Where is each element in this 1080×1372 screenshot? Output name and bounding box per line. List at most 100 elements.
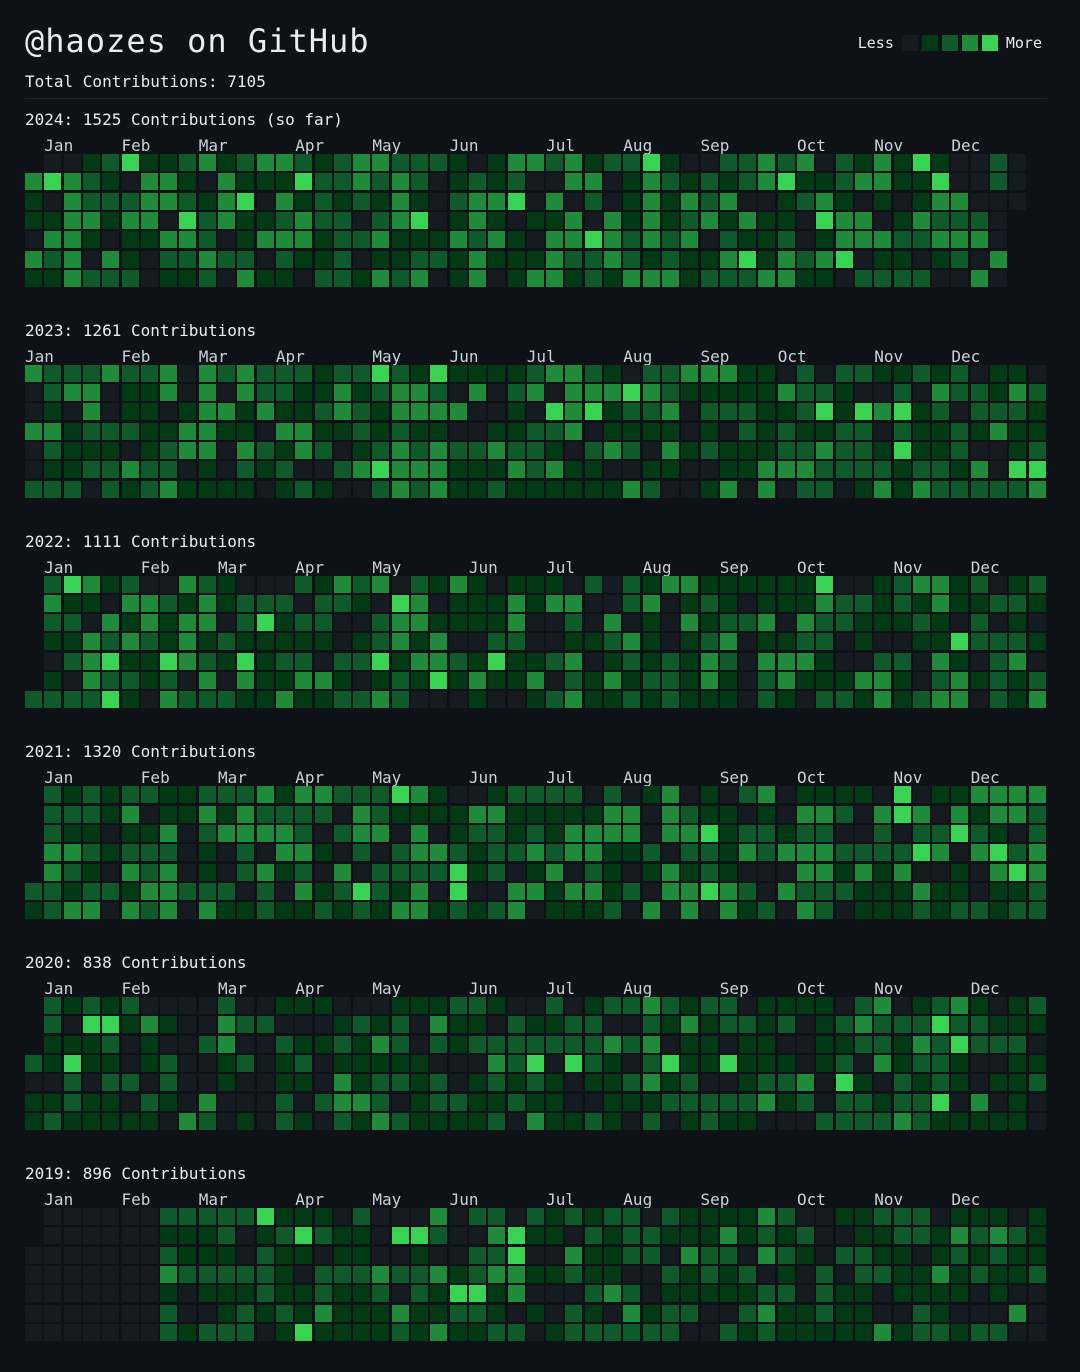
contribution-cell[interactable] <box>237 364 255 382</box>
contribution-cell[interactable] <box>121 1285 139 1303</box>
contribution-cell[interactable] <box>681 1055 699 1073</box>
contribution-cell[interactable] <box>507 614 525 632</box>
contribution-cell[interactable] <box>951 1304 969 1322</box>
contribution-cell[interactable] <box>218 1208 235 1225</box>
contribution-cell[interactable] <box>584 1246 602 1264</box>
contribution-cell[interactable] <box>63 1208 81 1225</box>
contribution-cell[interactable] <box>333 1265 351 1283</box>
contribution-cell[interactable] <box>874 672 892 690</box>
contribution-cell[interactable] <box>642 269 660 287</box>
contribution-cell[interactable] <box>372 997 390 1015</box>
contribution-cell[interactable] <box>912 173 930 191</box>
contribution-cell[interactable] <box>198 211 216 229</box>
contribution-cell[interactable] <box>102 250 120 268</box>
contribution-cell[interactable] <box>604 364 621 382</box>
contribution-cell[interactable] <box>507 403 525 421</box>
contribution-cell[interactable] <box>121 1093 139 1111</box>
contribution-cell[interactable] <box>758 1285 776 1303</box>
contribution-cell[interactable] <box>777 1323 795 1341</box>
contribution-cell[interactable] <box>970 480 988 498</box>
contribution-cell[interactable] <box>353 422 371 440</box>
contribution-cell[interactable] <box>198 997 216 1015</box>
contribution-cell[interactable] <box>739 863 757 881</box>
contribution-cell[interactable] <box>758 652 776 670</box>
contribution-cell[interactable] <box>739 575 757 593</box>
contribution-cell[interactable] <box>932 211 950 229</box>
contribution-cell[interactable] <box>932 786 950 804</box>
contribution-cell[interactable] <box>430 403 448 421</box>
contribution-cell[interactable] <box>758 269 776 287</box>
contribution-cell[interactable] <box>121 384 139 402</box>
contribution-cell[interactable] <box>584 1323 602 1341</box>
contribution-cell[interactable] <box>719 1074 737 1092</box>
contribution-cell[interactable] <box>160 461 178 479</box>
contribution-cell[interactable] <box>739 652 757 670</box>
contribution-cell[interactable] <box>990 1016 1007 1034</box>
contribution-cell[interactable] <box>642 250 660 268</box>
contribution-cell[interactable] <box>1028 786 1046 804</box>
contribution-cell[interactable] <box>990 902 1007 920</box>
contribution-cell[interactable] <box>411 192 428 210</box>
contribution-cell[interactable] <box>623 1246 641 1264</box>
contribution-cell[interactable] <box>314 614 332 632</box>
contribution-cell[interactable] <box>449 614 467 632</box>
contribution-cell[interactable] <box>661 269 679 287</box>
contribution-cell[interactable] <box>160 1074 178 1092</box>
contribution-cell[interactable] <box>1028 1016 1046 1034</box>
contribution-cell[interactable] <box>179 1074 197 1092</box>
contribution-cell[interactable] <box>333 250 351 268</box>
contribution-cell[interactable] <box>584 1093 602 1111</box>
contribution-cell[interactable] <box>102 863 120 881</box>
contribution-cell[interactable] <box>140 1016 158 1034</box>
contribution-cell[interactable] <box>121 1112 139 1130</box>
contribution-cell[interactable] <box>584 633 602 651</box>
contribution-cell[interactable] <box>140 786 158 804</box>
contribution-cell[interactable] <box>160 1304 178 1322</box>
contribution-cell[interactable] <box>835 882 853 900</box>
contribution-cell[interactable] <box>546 1265 564 1283</box>
contribution-cell[interactable] <box>372 173 390 191</box>
contribution-cell[interactable] <box>160 441 178 459</box>
contribution-cell[interactable] <box>507 863 525 881</box>
contribution-cell[interactable] <box>758 575 776 593</box>
contribution-cell[interactable] <box>893 403 911 421</box>
contribution-cell[interactable] <box>874 480 892 498</box>
contribution-cell[interactable] <box>449 1265 467 1283</box>
contribution-cell[interactable] <box>546 1035 564 1053</box>
contribution-cell[interactable] <box>854 461 872 479</box>
contribution-cell[interactable] <box>951 997 969 1015</box>
contribution-cell[interactable] <box>333 614 351 632</box>
contribution-cell[interactable] <box>990 1246 1007 1264</box>
contribution-cell[interactable] <box>256 154 274 171</box>
contribution-cell[interactable] <box>816 614 834 632</box>
contribution-cell[interactable] <box>990 882 1007 900</box>
contribution-cell[interactable] <box>835 384 853 402</box>
contribution-cell[interactable] <box>661 844 679 862</box>
contribution-cell[interactable] <box>237 441 255 459</box>
contribution-cell[interactable] <box>970 902 988 920</box>
contribution-cell[interactable] <box>1028 824 1046 842</box>
contribution-cell[interactable] <box>44 691 62 709</box>
contribution-cell[interactable] <box>990 844 1007 862</box>
contribution-cell[interactable] <box>237 173 255 191</box>
contribution-cell[interactable] <box>333 1074 351 1092</box>
contribution-cell[interactable] <box>82 1265 100 1283</box>
contribution-cell[interactable] <box>623 672 641 690</box>
contribution-cell[interactable] <box>758 672 776 690</box>
contribution-cell[interactable] <box>372 1055 390 1073</box>
contribution-cell[interactable] <box>333 173 351 191</box>
contribution-cell[interactable] <box>121 1055 139 1073</box>
contribution-cell[interactable] <box>198 154 216 171</box>
contribution-cell[interactable] <box>835 269 853 287</box>
contribution-cell[interactable] <box>140 403 158 421</box>
contribution-cell[interactable] <box>874 1093 892 1111</box>
contribution-cell[interactable] <box>353 844 371 862</box>
contribution-cell[interactable] <box>854 1093 872 1111</box>
contribution-cell[interactable] <box>198 192 216 210</box>
contribution-cell[interactable] <box>449 1323 467 1341</box>
contribution-cell[interactable] <box>295 403 313 421</box>
contribution-cell[interactable] <box>160 364 178 382</box>
contribution-cell[interactable] <box>719 269 737 287</box>
contribution-cell[interactable] <box>526 384 544 402</box>
contribution-cell[interactable] <box>63 633 81 651</box>
